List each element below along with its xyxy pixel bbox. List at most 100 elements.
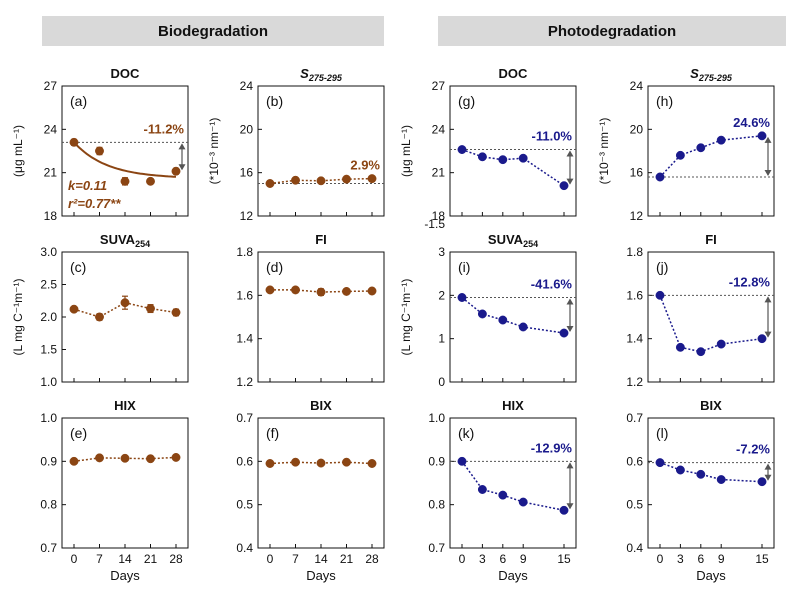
x-tick-label: 21: [144, 552, 158, 566]
x-tick-label: 9: [520, 552, 527, 566]
data-point: [146, 176, 155, 186]
data-point: [518, 153, 528, 163]
y-tick-label: 18: [432, 209, 446, 223]
data-point: [457, 456, 467, 466]
x-tick-label: 15: [557, 552, 571, 566]
series-line-i: [461, 296, 565, 334]
y-tick-label: 0.6: [626, 454, 643, 468]
data-point: [559, 181, 569, 191]
y-tick-label: 0.9: [40, 454, 57, 468]
arrow-head-up: [566, 298, 574, 305]
panel-label-f: (f): [266, 425, 279, 441]
panel-title-a: DOC: [111, 66, 141, 81]
percent-change-g: -11.0%: [532, 129, 573, 144]
y-tick-label: 1.2: [626, 375, 643, 389]
series-line-e: [73, 456, 177, 463]
data-point: [69, 137, 79, 147]
data-point: [498, 155, 508, 165]
data-point: [655, 172, 665, 182]
x-tick-label: 9: [718, 552, 725, 566]
data-point: [171, 166, 181, 176]
biodegradation-header: Biodegradation: [42, 16, 384, 46]
panel-label-g: (g): [458, 93, 475, 109]
y-tick-label: 12: [630, 209, 644, 223]
y-tick-label: 24: [630, 79, 644, 93]
percent-change-j: -12.8%: [729, 274, 771, 289]
y-tick-label: 0.5: [236, 498, 253, 512]
x-tick-label: 0: [657, 552, 664, 566]
x-tick-label: 14: [118, 552, 132, 566]
y-tick-label: 1.6: [626, 288, 643, 302]
data-point: [95, 453, 104, 463]
y-tick-label: 24: [432, 122, 446, 136]
panel-title-b: S275-295: [300, 66, 343, 83]
percent-change-i: -41.6%: [531, 277, 573, 292]
y-tick-label: 3: [438, 245, 445, 259]
x-tick-label: 14: [314, 552, 328, 566]
y-tick-label: 20: [240, 122, 254, 136]
panel-frame-k: [449, 417, 577, 549]
y-tick-label: 0.8: [40, 498, 57, 512]
panel-title-c: SUVA254: [100, 232, 150, 249]
panel-frame-i: [449, 251, 577, 383]
data-point: [457, 145, 467, 155]
data-point: [477, 152, 487, 162]
arrow-head-down: [178, 164, 186, 171]
y-tick-label: 1.0: [428, 411, 445, 425]
arrow-head-down: [566, 178, 574, 185]
y-tick-label: 27: [432, 79, 446, 93]
arrow-head-up: [764, 463, 772, 470]
y-tick-label: 1.4: [626, 332, 643, 346]
x-tick-label: 21: [340, 552, 354, 566]
series-line-d: [270, 289, 373, 293]
data-point: [316, 458, 326, 468]
fit-curve-a: [73, 141, 177, 178]
data-point: [367, 459, 377, 468]
x-tick-label: 3: [677, 552, 684, 566]
x-tick-label: 6: [697, 552, 704, 566]
y-tick-label: 1.8: [626, 245, 643, 259]
y-tick-label: 0.4: [626, 541, 643, 555]
y-tick-label: 1.5: [40, 343, 57, 357]
x-tick-label: 15: [755, 552, 769, 566]
percent-change-l: -7.2%: [736, 442, 770, 457]
data-point: [342, 286, 351, 296]
data-point: [342, 174, 351, 184]
x-tick-label: 6: [499, 552, 506, 566]
data-point: [716, 475, 726, 484]
x-tick-label: 28: [365, 552, 379, 566]
y-tick-label: 0.4: [236, 541, 253, 555]
panel-label-l: (l): [656, 425, 668, 441]
data-point: [559, 505, 569, 515]
data-point: [120, 298, 130, 308]
series-line-b: [269, 177, 373, 185]
x-tick-label: 7: [96, 552, 103, 566]
y-tick-label-extra: -1.5: [424, 217, 445, 231]
data-point: [265, 285, 275, 295]
panel-label-j: (j): [656, 259, 668, 275]
y-tick-label: 21: [432, 166, 446, 180]
y-axis-label-g: (μg mL⁻¹): [399, 125, 413, 177]
data-point: [265, 179, 275, 188]
data-point: [120, 453, 130, 463]
fit-r2-label: r²=0.77**: [68, 196, 121, 211]
y-tick-label: 1.4: [236, 332, 253, 346]
y-tick-label: 2.5: [40, 278, 57, 292]
x-tick-label: 0: [267, 552, 274, 566]
data-point: [675, 150, 685, 160]
y-tick-label: 18: [44, 209, 58, 223]
data-point: [716, 339, 726, 349]
y-tick-label: 12: [240, 209, 254, 223]
arrow-head-down: [566, 326, 574, 333]
data-point: [757, 131, 767, 141]
y-tick-label: 1.6: [236, 288, 253, 302]
panel-title-g: DOC: [499, 66, 529, 81]
y-tick-label: 27: [44, 79, 58, 93]
y-tick-label: 0.6: [236, 454, 253, 468]
y-tick-label: 0: [438, 375, 445, 389]
panel-label-d: (d): [266, 259, 283, 275]
y-tick-label: 2: [438, 288, 445, 302]
data-point: [498, 315, 508, 325]
photodegradation-header: Photodegradation: [438, 16, 786, 46]
